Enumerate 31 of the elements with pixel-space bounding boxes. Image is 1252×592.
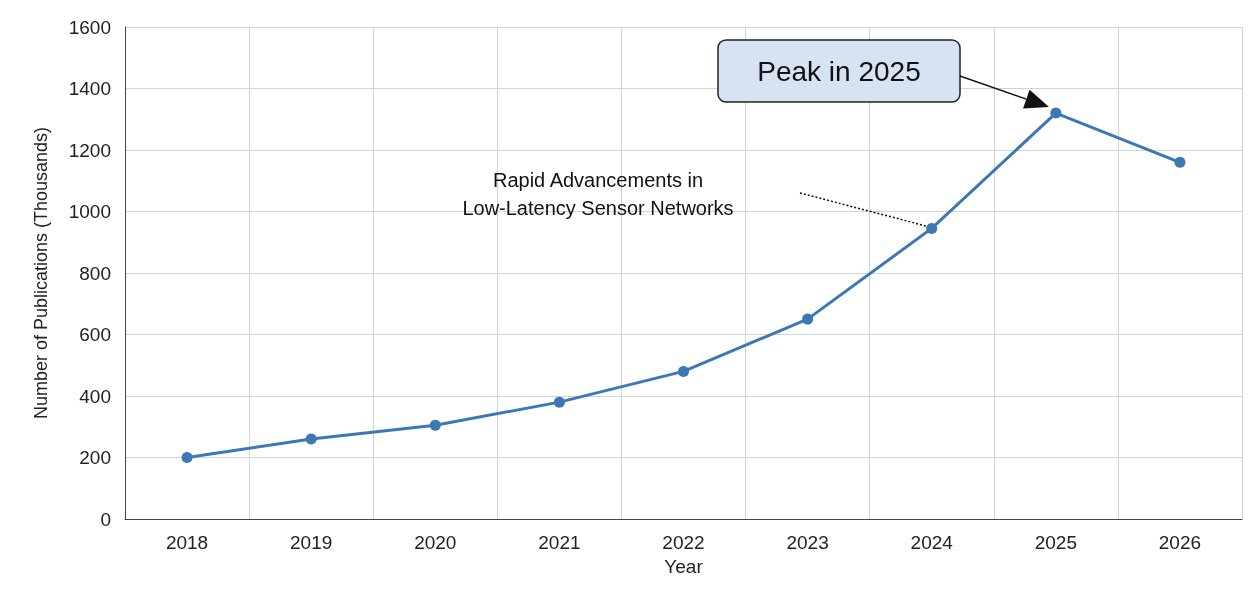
annotation: Rapid Advancements in Low-Latency Sensor Networks	[462, 169, 734, 219]
x-tick-label: 2026	[1158, 532, 1202, 553]
y-tick-label: 1600	[68, 16, 111, 38]
point	[553, 396, 565, 408]
y-tick-label: 1000	[68, 201, 111, 222]
x-tick-label: 2018	[165, 532, 209, 553]
point	[305, 433, 317, 445]
x-tick-label: 2023	[786, 532, 829, 553]
y-tick-label: 1400	[68, 78, 111, 99]
point	[678, 365, 689, 377]
point	[1174, 156, 1186, 168]
x-tick-label: 2022	[662, 532, 705, 553]
y-axis-title: Number of Publications (Thousands)	[31, 126, 51, 420]
x-tick-label: 2021	[538, 532, 581, 553]
x-tick-label: 2025	[1034, 532, 1077, 553]
annotation: Peak in 2025	[757, 55, 921, 87]
point	[926, 222, 938, 234]
y-tick-label: 800	[79, 262, 111, 284]
y-tick-label: 400	[79, 385, 111, 407]
y-tick-label: 600	[79, 324, 111, 345]
x-tick-label: 2024	[910, 532, 954, 553]
point	[1050, 107, 1062, 119]
y-tick-label: 1200	[68, 139, 111, 161]
point	[802, 313, 814, 325]
x-tick-label: 2019	[290, 532, 333, 553]
x-tick-label: 2020	[414, 532, 457, 553]
y-tick-label: 0	[100, 508, 111, 530]
y-tick-label: 200	[79, 447, 111, 468]
point	[429, 419, 441, 431]
point	[181, 452, 193, 463]
x-axis-title: Year	[664, 556, 704, 577]
